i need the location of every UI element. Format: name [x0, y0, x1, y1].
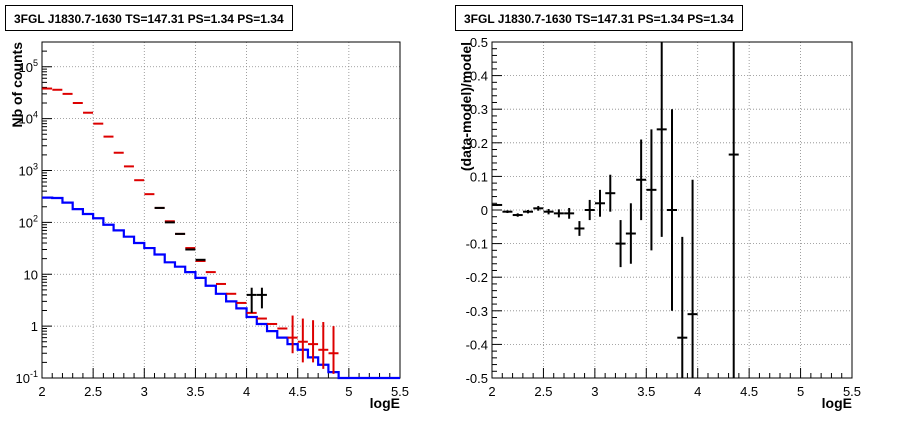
y-tick-label: 103	[19, 162, 38, 179]
data-points-series	[154, 206, 267, 313]
x-tick-label: 3	[141, 384, 148, 399]
x-tick-label: 4.5	[740, 384, 758, 399]
y-tick-label: 0.3	[470, 102, 488, 117]
residual-points-series	[492, 42, 739, 378]
model-points-series	[42, 87, 339, 374]
counts-chart: 2 2.5 3 3.5 4 4.5 5 5.5 10-1 1 10 102 103 104 105 logE N…	[9, 41, 409, 411]
x-tick-label: 3.5	[186, 384, 204, 399]
x-axis-label: logE	[370, 395, 400, 411]
y-tick-label: 0.5	[470, 35, 488, 50]
y-tick-label: -0.3	[466, 304, 488, 319]
x-axis-label: logE	[822, 395, 852, 411]
y-tick-label: 10	[24, 267, 38, 282]
x-tick-label: 4	[694, 384, 701, 399]
y-axis-label: (data-model)/model	[458, 42, 474, 171]
y-tick-label: -0.2	[466, 270, 488, 285]
x-tick-label: 4	[243, 384, 250, 399]
y-tick-label: -0.4	[466, 337, 488, 352]
y-tick-label: 10-1	[16, 369, 38, 386]
x-tick-label: 5.5	[391, 384, 409, 399]
y-axis-label: Nb of counts	[9, 42, 25, 128]
x-tick-label: 5.5	[843, 384, 861, 399]
y-tick-label: -0.1	[466, 237, 488, 252]
y-tick-label: 105	[19, 58, 38, 75]
y-tick-label: 0.4	[470, 69, 488, 84]
x-tick-label: 2.5	[534, 384, 552, 399]
left-plot-frame	[41, 41, 401, 379]
model-histogram	[42, 196, 400, 380]
y-tick-label: 0.1	[470, 169, 488, 184]
x-tick-label: 3.5	[637, 384, 655, 399]
x-tick-label: 4.5	[289, 384, 307, 399]
left-chart-title: 3FGL J1830.7-1630 TS=147.31 PS=1.34 PS=1…	[5, 5, 293, 31]
right-chart-title: 3FGL J1830.7-1630 TS=147.31 PS=1.34 PS=1…	[455, 5, 743, 31]
left-grid	[41, 42, 401, 379]
x-tick-label: 2	[488, 384, 495, 399]
y-tick-label: 0	[481, 203, 488, 218]
residuals-chart: 2 2.5 3 3.5 4 4.5 5 5.5 -0.5 -0.4 -0.3 -0.2 -0.1 0 0.1…	[458, 35, 861, 411]
y-tick-label: 0.2	[470, 136, 488, 151]
y-tick-label: 104	[19, 110, 38, 127]
x-tick-label: 3	[591, 384, 598, 399]
y-tick-label: 102	[19, 213, 38, 230]
x-tick-label: 2.5	[84, 384, 102, 399]
y-tick-label: -0.5	[466, 371, 488, 386]
x-tick-label: 2	[38, 384, 45, 399]
x-tick-label: 5	[345, 384, 352, 399]
y-tick-label: 1	[31, 319, 38, 334]
x-tick-label: 5	[797, 384, 804, 399]
